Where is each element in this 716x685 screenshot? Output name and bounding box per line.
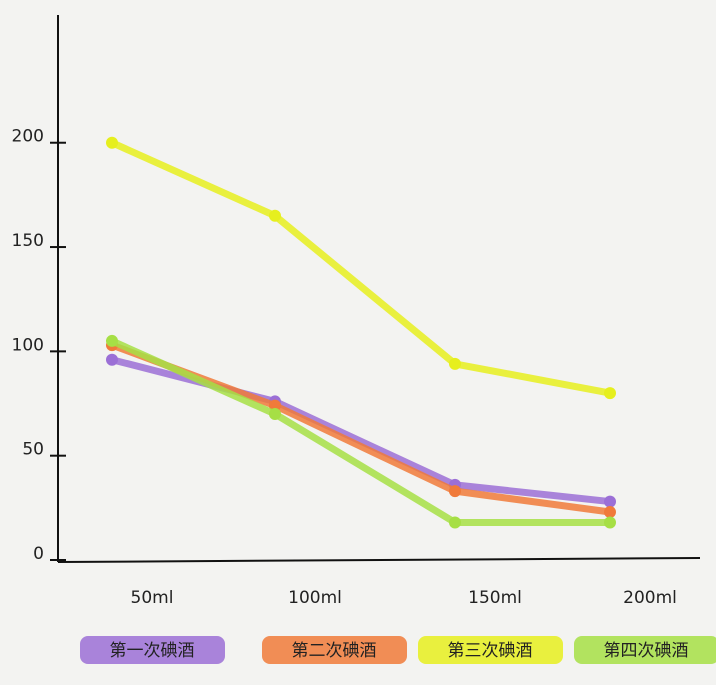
x-tick-label: 100ml [288,588,342,608]
y-tick-label: 150 [12,231,44,251]
legend-label: 第一次碘酒 [110,641,195,661]
y-tick-label: 200 [12,127,44,147]
y-tick-label: 0 [33,544,44,564]
x-tick-label: 200ml [623,588,677,608]
data-point [449,485,461,497]
legend-label: 第三次碘酒 [448,641,533,661]
data-point [106,137,118,149]
data-point [449,516,461,528]
data-point [604,516,616,528]
data-point [604,496,616,508]
data-point [449,358,461,370]
data-point [604,506,616,518]
legend-label: 第四次碘酒 [604,641,689,661]
y-tick-label: 50 [22,440,44,460]
data-point [604,387,616,399]
x-tick-label: 150ml [468,588,522,608]
data-point [269,408,281,420]
data-point [269,210,281,222]
data-point [106,354,118,366]
data-point [106,335,118,347]
x-tick-label: 50ml [131,588,174,608]
chart: 0 50 100 150 200 50ml 100ml 150ml 200ml 第一次碘酒 第二次碘… [0,0,716,685]
legend-label: 第二次碘酒 [292,641,377,661]
y-tick-label: 100 [12,335,44,355]
